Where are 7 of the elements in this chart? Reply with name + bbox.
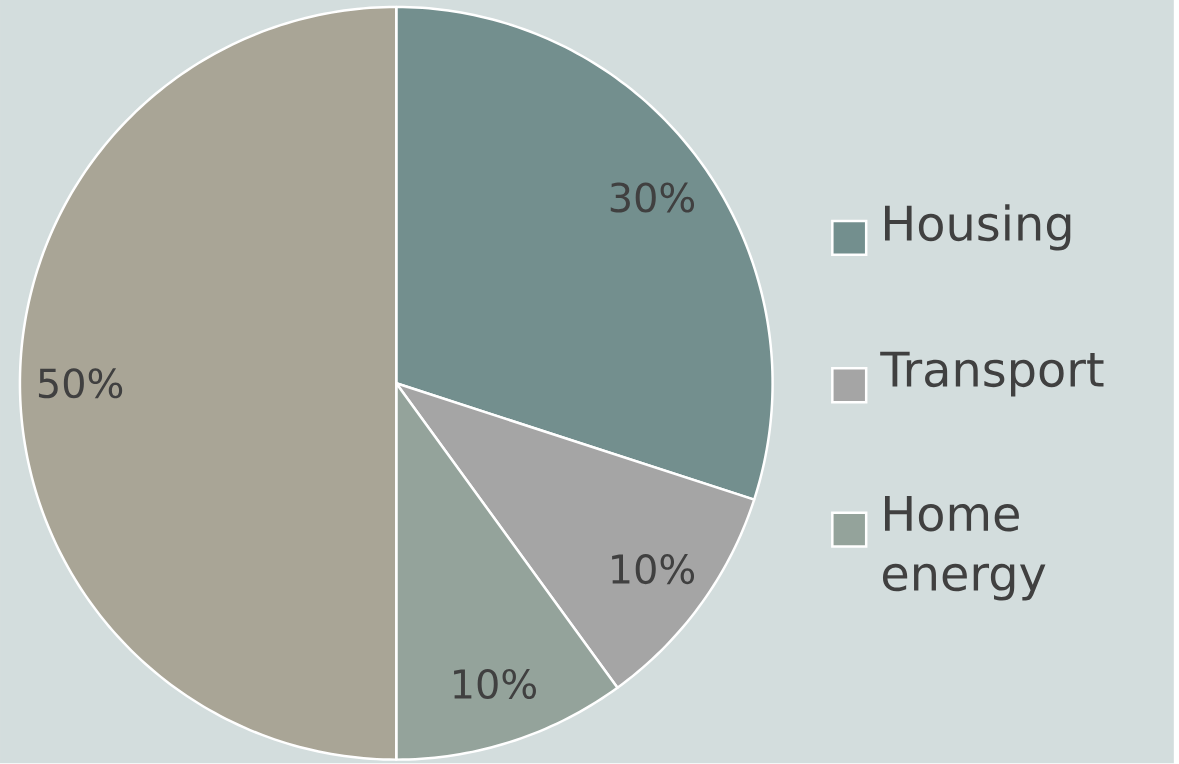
data-label: 10% (454, 669, 536, 700)
data-label: 30% (610, 182, 695, 213)
legend-label: Home energy (882, 496, 1046, 601)
legend-label: Housing (885, 204, 1071, 251)
data-label: 50% (38, 368, 123, 399)
data-label: 10% (612, 554, 695, 585)
legend-label: Transport (880, 351, 1104, 397)
